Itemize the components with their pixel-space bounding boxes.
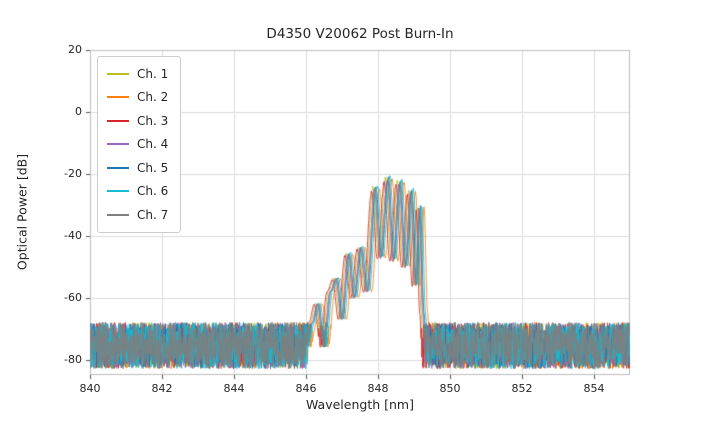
x-tick-label: 850 (439, 382, 461, 395)
x-tick-label: 846 (295, 382, 317, 395)
y-tick-label: 20 (68, 43, 82, 56)
legend-item-label: Ch. 3 (137, 113, 169, 128)
legend-item-label: Ch. 6 (137, 184, 169, 199)
legend-item: Ch. 6 (107, 180, 168, 204)
y-tick-label: -60 (64, 290, 82, 304)
legend-line-swatch (107, 190, 129, 193)
legend-line-swatch (107, 119, 129, 122)
legend-item: Ch. 7 (107, 203, 168, 227)
x-tick-label: 854 (583, 382, 605, 395)
legend-item-label: Ch. 7 (137, 207, 169, 222)
chart-title: D4350 V20062 Post Burn-In (266, 26, 454, 42)
legend-item-label: Ch. 2 (137, 90, 169, 105)
y-tick-label: -40 (64, 228, 82, 242)
legend-item-label: Ch. 4 (137, 137, 169, 152)
y-tick-label: -80 (64, 352, 82, 366)
legend-line-swatch (107, 96, 129, 99)
x-axis-label: Wavelength [nm] (306, 397, 414, 412)
x-tick-label: 840 (79, 382, 101, 395)
legend-line-swatch (107, 72, 129, 75)
x-tick-label: 844 (223, 382, 245, 395)
y-axis-label: Optical Power [dB] (14, 153, 30, 271)
legend-line-swatch (107, 143, 129, 146)
legend-item: Ch. 3 (107, 109, 168, 133)
legend-item-label: Ch. 5 (137, 160, 169, 175)
legend-item: Ch. 5 (107, 156, 168, 180)
legend-item: Ch. 1 (107, 62, 168, 86)
x-tick-label: 848 (367, 382, 389, 395)
legend-line-swatch (107, 166, 129, 169)
x-tick-label: 852 (511, 382, 533, 395)
legend: Ch. 1 Ch. 2 Ch. 3 Ch. 4 Ch. 5 Ch. 6 Ch. 7 (97, 56, 182, 233)
legend-item: Ch. 4 (107, 133, 168, 157)
y-tick-label: -20 (64, 166, 82, 180)
legend-item-label: Ch. 1 (137, 66, 169, 81)
legend-line-swatch (107, 213, 129, 216)
legend-item: Ch. 2 (107, 86, 168, 110)
x-tick-label: 842 (151, 382, 173, 395)
y-tick-label: 0 (75, 104, 82, 118)
